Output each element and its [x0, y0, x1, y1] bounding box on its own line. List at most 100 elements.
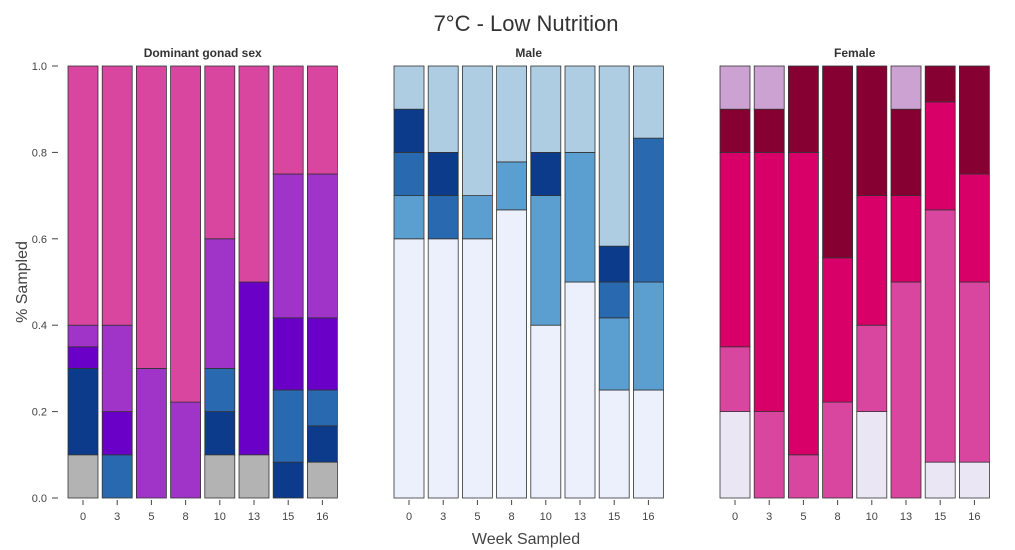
bar-segment — [959, 461, 990, 499]
bar-segment — [753, 151, 785, 413]
bar-segment — [719, 346, 751, 412]
bar-segment — [67, 65, 99, 326]
bar-segment — [101, 411, 133, 456]
bar-segment — [204, 65, 236, 240]
bar-segment — [598, 65, 630, 247]
bar-segment — [461, 238, 493, 499]
bar-segment — [822, 401, 853, 499]
bar-segment — [530, 151, 562, 196]
bar-segment — [67, 367, 99, 456]
bar-segment — [238, 281, 270, 456]
x-tick-label: 5 — [148, 511, 154, 523]
bar-segment — [788, 65, 819, 153]
bar-segment — [598, 281, 630, 319]
bar-segment — [856, 65, 888, 197]
x-tick-label: 16 — [968, 511, 980, 523]
bar-segment — [890, 108, 922, 196]
bar-segment — [306, 317, 338, 391]
bar-segment — [788, 151, 819, 456]
bar-segment — [856, 195, 888, 326]
bar-segment — [633, 389, 664, 499]
bar-segment — [496, 161, 528, 211]
panels: 0.0 0.2 0.4 0.6 0.8 1.0 Dominant gonad sex 0 3 5 8… — [32, 46, 990, 523]
x-tick-label: 3 — [766, 511, 772, 523]
bar-segment — [633, 281, 664, 391]
y-tick-label: 1.0 — [32, 61, 47, 73]
bar-segment — [598, 389, 630, 499]
bar-segment — [306, 173, 338, 319]
bar-segment — [272, 173, 304, 319]
bar-segment — [924, 101, 956, 211]
x-tick-label: 16 — [316, 511, 328, 523]
bar-segment — [822, 257, 853, 403]
bar-segment — [719, 151, 751, 348]
bar-segment — [272, 389, 304, 463]
x-tick-label: 15 — [934, 511, 946, 523]
bar-segment — [598, 245, 630, 283]
bar-segment — [564, 281, 596, 499]
bar-segment — [856, 411, 888, 499]
bar-segment — [393, 108, 425, 153]
bar-segment — [530, 65, 562, 153]
bar-segment — [461, 65, 493, 197]
x-tick-label: 10 — [540, 511, 552, 523]
y-axis: 0.0 0.2 0.4 0.6 0.8 1.0 — [32, 61, 58, 505]
x-tick-label: 8 — [183, 511, 189, 523]
bar-segment — [427, 65, 459, 153]
panel-1: Dominant gonad sex 0 3 5 8 10 13 15 16 — [67, 46, 338, 523]
x-tick-label: 0 — [80, 511, 86, 523]
y-axis-label: % Sampled — [14, 241, 31, 323]
bar-segment — [306, 389, 338, 427]
x-tick-label: 3 — [440, 511, 446, 523]
bar-segment — [822, 65, 853, 259]
bar-segment — [564, 65, 596, 153]
panel-title: Female — [834, 46, 876, 60]
bar-segment — [856, 324, 888, 413]
bar-segment — [496, 209, 528, 499]
bar-segment — [170, 401, 202, 499]
bar-segment — [753, 108, 785, 153]
bar-segment — [67, 454, 99, 499]
bar-segment — [530, 195, 562, 326]
y-tick-label: 0.0 — [32, 493, 47, 505]
x-tick-label: 5 — [474, 511, 480, 523]
x-tick-label: 3 — [114, 511, 120, 523]
bar-segment — [496, 65, 528, 163]
bar-segment — [959, 65, 990, 175]
bar-segment — [959, 281, 990, 463]
bar-segment — [101, 454, 133, 499]
x-tick-label: 15 — [608, 511, 620, 523]
x-tick-label: 10 — [214, 511, 226, 523]
x-tick-label: 0 — [406, 511, 412, 523]
bar-segment — [924, 461, 956, 499]
bar-segment — [306, 65, 338, 175]
chart-title: 7°C - Low Nutrition — [434, 11, 619, 36]
panel-3: Female 0 3 5 8 10 13 15 16 — [719, 46, 990, 523]
panel-title: Male — [515, 46, 542, 60]
panel-2: Male 0 3 5 8 10 13 15 16 — [393, 46, 664, 523]
bar-segment — [924, 65, 956, 103]
panel-title: Dominant gonad sex — [144, 46, 262, 60]
bar-segment — [101, 65, 133, 326]
bar-segment — [530, 324, 562, 499]
bar-segment — [633, 65, 664, 139]
x-tick-label: 8 — [509, 511, 515, 523]
x-axis-label: Week Sampled — [472, 531, 580, 548]
bar-segment — [306, 425, 338, 463]
bar-segment — [890, 65, 922, 110]
bar-segment — [67, 324, 99, 348]
x-tick-label: 0 — [732, 511, 738, 523]
bar-segment — [959, 173, 990, 283]
bar-segment — [890, 281, 922, 499]
bar-segment — [204, 411, 236, 456]
bar-segment — [135, 65, 167, 369]
bar-segment — [393, 65, 425, 110]
bar-segment — [306, 461, 338, 499]
bar-segment — [788, 454, 819, 499]
x-tick-label: 8 — [835, 511, 841, 523]
bar-segment — [393, 238, 425, 499]
bar-segment — [890, 195, 922, 283]
bar-segment — [204, 238, 236, 369]
bar-segment — [393, 151, 425, 196]
